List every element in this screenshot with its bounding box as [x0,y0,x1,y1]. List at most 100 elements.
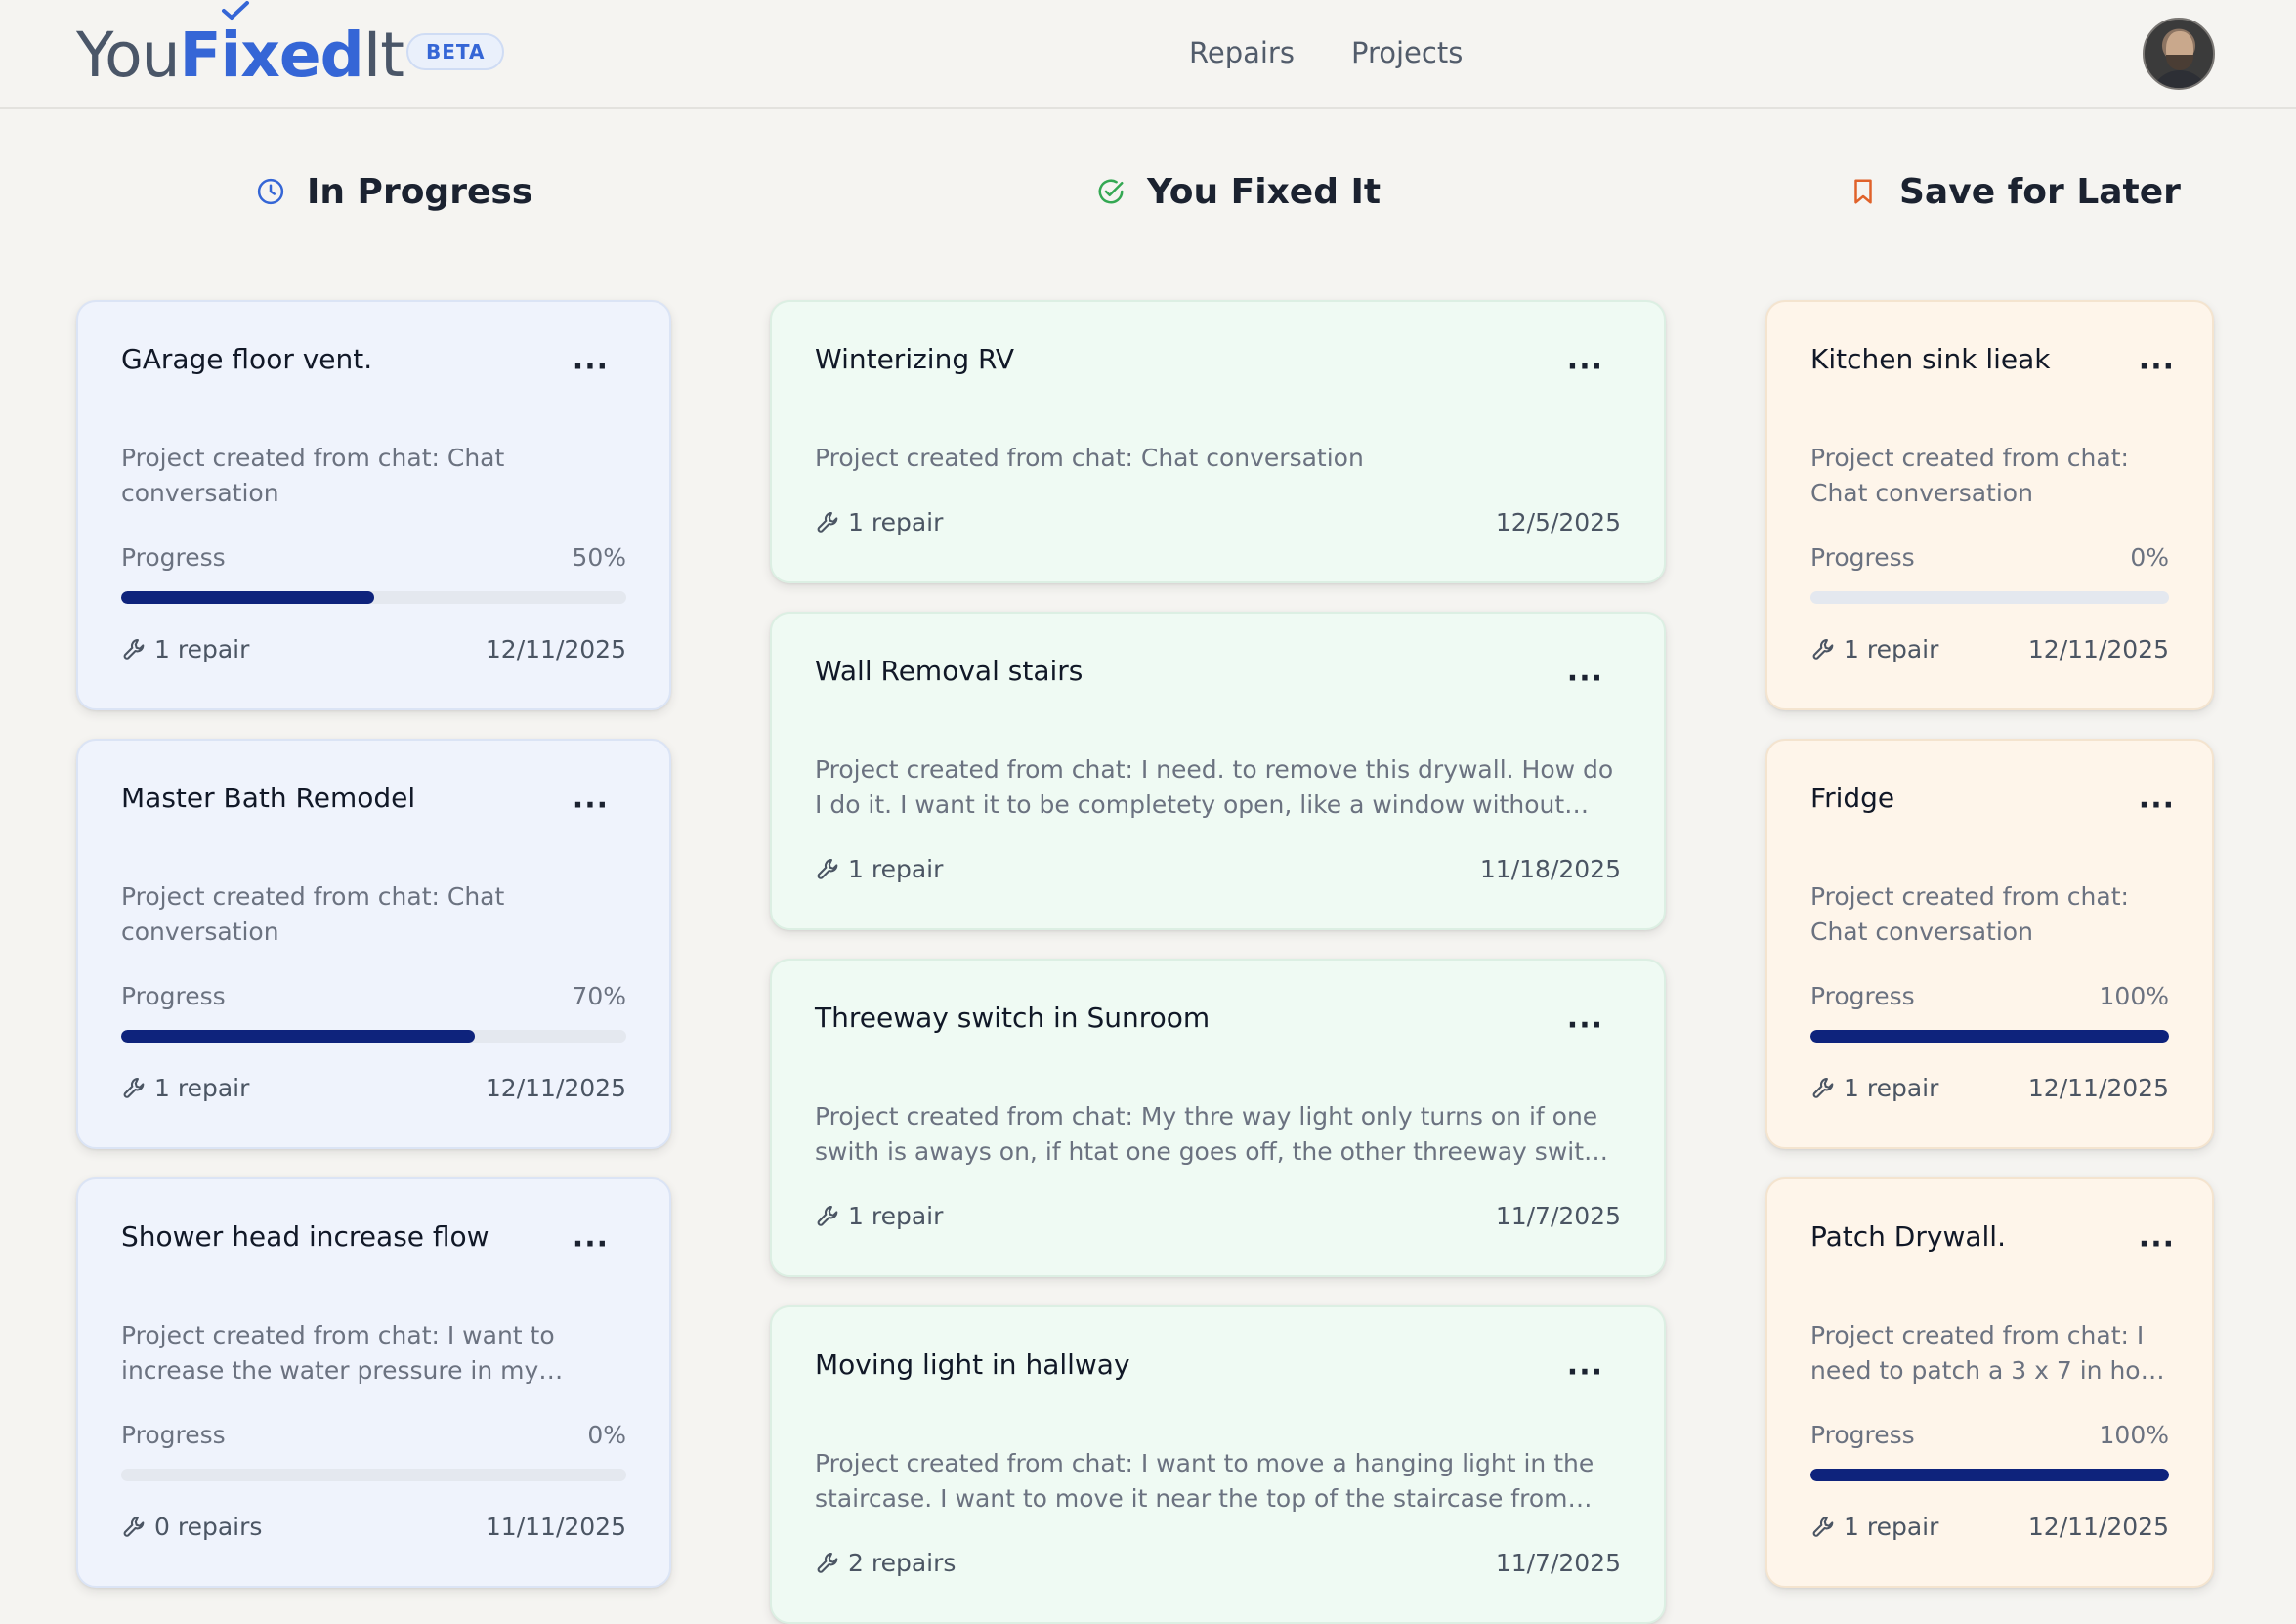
logo-it: It [362,20,404,91]
card-description: Project created from chat: Chat conversa… [815,444,1364,472]
project-card[interactable]: GArage floor vent. ··· Project created f… [76,300,671,710]
repair-count: 1 repair [848,1202,944,1230]
repair-count: 1 repair [848,508,944,536]
progress-label: Progress [121,1421,226,1449]
column-header-in-progress: In Progress [256,164,532,219]
more-options-button[interactable]: ··· [1566,1008,1603,1043]
progress-bar [1810,591,2169,604]
column-save-for-later: Kitchen sink lieak ··· Project created f… [1765,300,2214,1588]
card-date: 11/18/2025 [1479,855,1621,883]
logo[interactable]: YouFixedIt [76,1,404,98]
card-footer: 1 repair 12/11/2025 [1810,1073,2169,1104]
avatar[interactable] [2143,18,2215,90]
more-options-button[interactable]: ··· [572,1227,609,1261]
project-card[interactable]: Threeway switch in Sunroom ··· Project c… [770,959,1666,1277]
card-description: Project created from chat: I want to mov… [815,1449,1594,1513]
project-card[interactable]: Patch Drywall. ··· Project created from … [1765,1177,2214,1588]
wrench-icon [1812,1517,1834,1537]
card-description: Project created from chat: I need. to re… [815,755,1614,819]
repair-count: 1 repair [1844,1074,1939,1102]
wrench-icon [817,1553,838,1573]
card-description: Project created from chat: Chat conversa… [1810,882,2129,946]
repair-count: 1 repair [154,635,250,663]
project-card[interactable]: Master Bath Remodel ··· Project created … [76,739,671,1149]
more-options-button[interactable]: ··· [2138,1227,2175,1261]
card-footer: 1 repair 12/11/2025 [1810,634,2169,665]
column-header-you-fixed-it: You Fixed It [1096,164,1381,219]
card-title: Fridge [1810,782,1895,814]
card-date: 12/11/2025 [2027,1513,2169,1541]
more-options-button[interactable]: ··· [572,350,609,384]
card-footer: 0 repairs 11/11/2025 [121,1512,626,1543]
repair-count: 1 repair [848,855,944,883]
progress-row: Progress 100% [1810,1420,2169,1451]
beta-badge: BETA [406,33,505,70]
progress-row: Progress 70% [121,981,626,1012]
progress-label: Progress [121,982,226,1010]
card-title: Shower head increase flow [121,1220,489,1253]
card-title: Patch Drywall. [1810,1220,2006,1253]
progress-value: 0% [2130,543,2169,572]
project-card[interactable]: Fridge ··· Project created from chat: Ch… [1765,739,2214,1149]
more-options-button[interactable]: ··· [572,789,609,823]
card-description: Project created from chat: I need to pat… [1810,1321,2162,1385]
progress-fill [1810,1469,2169,1481]
card-footer: 1 repair 12/11/2025 [121,634,626,665]
card-description: Project created from chat: I want to inc… [121,1321,555,1385]
top-header: YouFixedIt BETA Repairs Projects [0,0,2296,109]
progress-row: Progress 0% [1810,542,2169,574]
progress-label: Progress [121,543,226,572]
check-icon [222,1,249,20]
card-footer: 1 repair 11/7/2025 [815,1201,1621,1232]
progress-value: 50% [572,543,626,572]
card-title: Moving light in hallway [815,1348,1130,1381]
progress-label: Progress [1810,1421,1915,1449]
progress-fill [1810,1030,2169,1043]
project-card[interactable]: Kitchen sink lieak ··· Project created f… [1765,300,2214,710]
more-options-button[interactable]: ··· [1566,1355,1603,1389]
more-options-button[interactable]: ··· [1566,350,1603,384]
progress-value: 100% [2099,1421,2169,1449]
project-card[interactable]: Shower head increase flow ··· Project cr… [76,1177,671,1588]
nav-repairs[interactable]: Repairs [1189,36,1295,69]
card-description: Project created from chat: Chat conversa… [121,444,505,507]
project-card[interactable]: Wall Removal stairs ··· Project created … [770,612,1666,930]
project-card[interactable]: Moving light in hallway ··· Project crea… [770,1305,1666,1624]
progress-row: Progress 50% [121,542,626,574]
more-options-button[interactable]: ··· [1566,662,1603,696]
progress-bar [121,1469,626,1481]
main-nav: Repairs Projects [1189,33,1463,72]
card-description: Project created from chat: My thre way l… [815,1102,1613,1166]
column-title: In Progress [307,171,533,212]
project-card[interactable]: Winterizing RV ··· Project created from … [770,300,1666,583]
card-title: Wall Removal stairs [815,655,1084,687]
card-date: 11/7/2025 [1495,1549,1621,1577]
avatar-shirt [2150,70,2209,88]
column-header-save-for-later: Save for Later [1849,164,2181,219]
progress-bar [121,1030,626,1043]
more-options-button[interactable]: ··· [2138,789,2175,823]
repair-count: 2 repairs [848,1549,957,1577]
wrench-icon [123,1078,145,1098]
card-footer: 1 repair 11/18/2025 [815,854,1621,885]
repair-count: 0 repairs [154,1513,263,1541]
more-options-button[interactable]: ··· [2138,350,2175,384]
card-date: 11/7/2025 [1495,1202,1621,1230]
wrench-icon [123,1517,145,1537]
avatar-beard [2166,55,2193,70]
wrench-icon [817,1206,838,1226]
card-footer: 2 repairs 11/7/2025 [815,1548,1621,1579]
progress-bar [1810,1469,2169,1481]
nav-projects[interactable]: Projects [1350,36,1464,69]
repair-count: 1 repair [1844,1513,1939,1541]
progress-bar [1810,1030,2169,1043]
column-you-fixed-it: Winterizing RV ··· Project created from … [770,300,1666,1624]
progress-fill [121,591,374,604]
card-footer: 1 repair 12/5/2025 [815,507,1621,538]
progress-label: Progress [1810,543,1915,572]
card-date: 11/11/2025 [485,1513,626,1541]
progress-value: 0% [587,1421,626,1449]
card-title: Master Bath Remodel [121,782,416,814]
column-title: Save for Later [1899,171,2181,212]
card-title: Winterizing RV [815,343,1015,375]
